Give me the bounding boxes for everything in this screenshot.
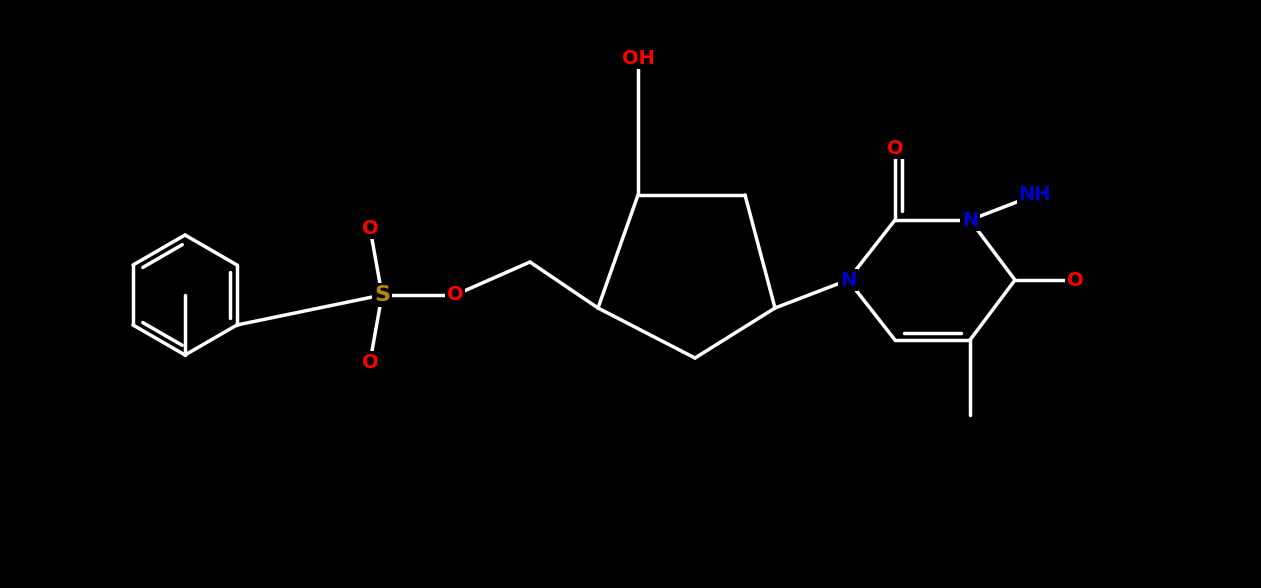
Text: O: O — [886, 139, 903, 158]
Text: O: O — [446, 286, 463, 305]
Text: O: O — [362, 352, 378, 372]
Text: O: O — [362, 219, 378, 238]
Text: N: N — [840, 270, 856, 289]
Text: NH: NH — [1019, 185, 1052, 205]
Text: N: N — [962, 211, 979, 229]
Text: OH: OH — [622, 48, 654, 68]
Text: O: O — [1067, 270, 1083, 289]
Text: S: S — [375, 285, 390, 305]
